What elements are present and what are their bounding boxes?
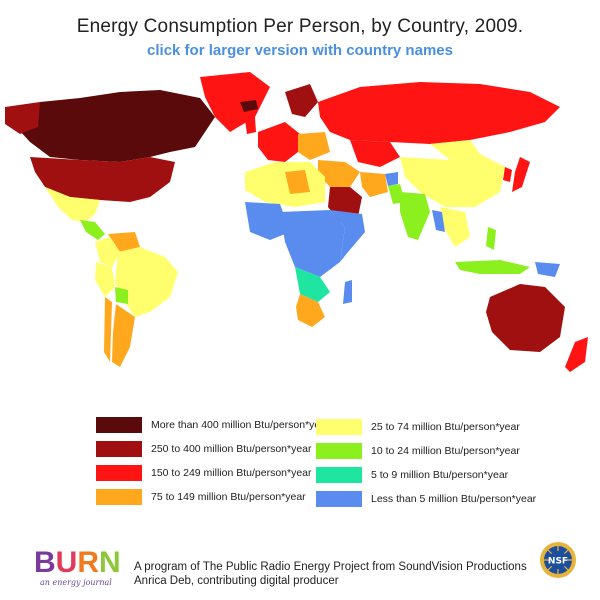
central-africa (280, 210, 345, 277)
east-africa (330, 210, 365, 262)
legend-label: 250 to 400 million Btu/person*year (151, 443, 312, 455)
north-africa (245, 162, 325, 207)
southern-africa (295, 267, 330, 302)
legend-item: 75 to 149 million Btu/person*year (96, 488, 306, 506)
china (400, 154, 505, 207)
credits-line-1: A program of The Public Radio Energy Pro… (134, 561, 527, 573)
central-america (80, 220, 105, 240)
legend-item: More than 400 million Btu/person*year (96, 416, 330, 434)
western-europe (258, 122, 300, 162)
iceland (240, 100, 258, 112)
legend-swatch (316, 419, 362, 435)
scandinavia (285, 84, 318, 117)
kazakhstan (350, 140, 400, 167)
iran (360, 172, 388, 197)
legend-item: 150 to 249 million Btu/person*year (96, 464, 312, 482)
australia (486, 284, 565, 352)
west-africa (245, 202, 290, 240)
legend-label: 150 to 249 million Btu/person*year (151, 467, 312, 479)
legend-item: 5 to 9 million Btu/person*year (316, 466, 508, 484)
legend-item: Less than 5 million Btu/person*year (316, 490, 536, 508)
mexico (45, 187, 100, 222)
legend-label: 10 to 24 million Btu/person*year (371, 445, 520, 457)
russia (318, 82, 560, 144)
legend-label: 25 to 74 million Btu/person*year (371, 421, 520, 433)
philippines (486, 227, 496, 250)
legend-item: 25 to 74 million Btu/person*year (316, 418, 520, 436)
usa (30, 157, 175, 202)
libya (285, 170, 310, 194)
venezuela (108, 232, 140, 252)
legend-swatch (316, 467, 362, 483)
legend-label: 5 to 9 million Btu/person*year (371, 469, 509, 481)
uk (245, 117, 256, 134)
peru (95, 262, 115, 297)
myanmar (432, 210, 445, 232)
japan (512, 157, 530, 192)
credits-line-2: Anrica Deb, contributing digital produce… (134, 575, 339, 587)
greenland (200, 72, 270, 132)
korea (503, 167, 512, 182)
legend-swatch (316, 491, 362, 507)
india (400, 192, 430, 240)
argentina (112, 304, 135, 367)
legend-label: More than 400 million Btu/person*year (151, 419, 330, 431)
legend-item: 250 to 400 million Btu/person*year (96, 440, 312, 458)
eastern-europe (298, 132, 330, 160)
new-zealand (565, 337, 588, 372)
mongolia (430, 140, 480, 160)
legend-label: 75 to 149 million Btu/person*year (151, 491, 306, 503)
papua (535, 262, 560, 277)
legend-swatch (96, 441, 142, 457)
south-africa (296, 294, 325, 327)
burn-logo: BURN an energy journal (34, 548, 124, 592)
madagascar (343, 280, 352, 304)
middle-east (318, 160, 360, 187)
legend-swatch (316, 443, 362, 459)
world-map (5, 72, 588, 372)
legend-item: 10 to 24 million Btu/person*year (316, 442, 520, 460)
chile (104, 297, 112, 362)
page-title: Energy Consumption Per Person, by Countr… (76, 16, 524, 37)
colombia (95, 237, 120, 267)
canada (10, 90, 215, 162)
legend-swatch (96, 465, 142, 481)
afghanistan (385, 172, 398, 186)
alaska (5, 102, 40, 134)
credits: A program of The Public Radio Energy Pro… (134, 560, 527, 588)
legend-swatch (96, 489, 142, 505)
bolivia (115, 287, 128, 304)
burn-tagline: an energy journal (40, 578, 112, 587)
legend: More than 400 million Btu/person*year 25… (0, 412, 600, 512)
southeast-asia (440, 207, 470, 247)
larger-version-link[interactable]: click for larger version with country na… (147, 42, 453, 59)
nsf-text: NSF (548, 557, 568, 567)
brazil (115, 247, 178, 317)
legend-label: Less than 5 million Btu/person*year (371, 493, 537, 505)
legend-swatch (96, 417, 142, 433)
indonesia (455, 260, 530, 274)
nsf-logo: NSF (540, 542, 576, 578)
